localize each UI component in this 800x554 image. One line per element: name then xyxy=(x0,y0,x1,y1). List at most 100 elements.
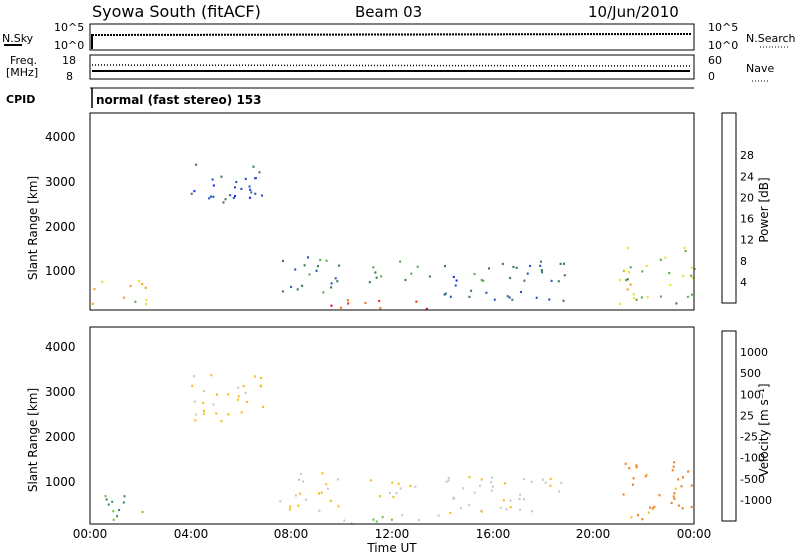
velocity-cell xyxy=(459,507,462,510)
cpid-panel: CPID normal (fast stereo) 153 xyxy=(6,87,694,108)
velocity-colorbar-tick: 1000 xyxy=(740,346,768,359)
velocity-cell xyxy=(503,482,506,485)
velocity-cell xyxy=(449,511,452,514)
velocity-cell xyxy=(670,501,673,505)
power-cell xyxy=(208,197,211,200)
velocity-cell xyxy=(558,490,561,493)
power-cell xyxy=(675,302,678,305)
velocity-cell xyxy=(215,393,218,396)
velocity-cell xyxy=(622,493,625,496)
nsky-tick-top: 10^5 xyxy=(54,21,84,34)
power-cell xyxy=(659,258,662,261)
velocity-cell xyxy=(519,508,522,511)
velocity-cell xyxy=(437,514,440,517)
nave-tick-top: 60 xyxy=(708,54,722,67)
power-cell xyxy=(444,292,447,295)
power-cell xyxy=(315,269,318,272)
velocity-cell xyxy=(191,384,194,387)
power-cell xyxy=(563,274,566,277)
velocity-cell xyxy=(414,485,417,488)
power-cell xyxy=(693,267,696,271)
velocity-cell xyxy=(672,495,675,498)
velocity-cell xyxy=(462,487,465,490)
power-cell xyxy=(682,275,685,278)
power-cell xyxy=(134,300,137,303)
xtick-12: 12:00 xyxy=(375,527,410,541)
velocity-cell xyxy=(123,495,126,498)
power-cell xyxy=(212,195,215,198)
freq-tick-top: 18 xyxy=(62,54,76,67)
power-cell xyxy=(145,299,148,302)
nsky-tick-bottom: 10^0 xyxy=(54,39,84,52)
power-cell xyxy=(559,262,562,265)
power-cell xyxy=(368,281,371,284)
power-colorbar-label: Power [dB] xyxy=(757,177,771,242)
velocity-cell xyxy=(651,507,654,510)
power-cell xyxy=(308,273,311,276)
cpid-text: normal (fast stereo) 153 xyxy=(96,93,262,107)
power-cell xyxy=(234,195,236,198)
power-cell xyxy=(234,186,236,189)
velocity-cell xyxy=(259,376,262,379)
power-cell xyxy=(322,291,325,294)
power-cell xyxy=(640,296,643,299)
power-cell xyxy=(535,296,538,299)
velocity-panel: 1000 2000 3000 4000 Slant Range [km] xyxy=(26,326,695,525)
velocity-cell xyxy=(687,470,690,473)
velocity-colorbar-tick: -500 xyxy=(740,473,765,486)
velocity-cell xyxy=(381,516,384,519)
velocity-colorbar-tick: 100 xyxy=(740,388,761,401)
x-axis-label: Time UT xyxy=(366,541,417,554)
velocity-cell xyxy=(518,498,521,501)
power-cell xyxy=(378,299,381,303)
power-cell xyxy=(626,278,629,281)
velocity-cell xyxy=(628,467,631,470)
velocity-ytick-3000: 3000 xyxy=(45,385,76,399)
power-cell xyxy=(244,177,247,180)
power-cell xyxy=(340,306,343,309)
velocity-cell xyxy=(297,504,300,507)
power-cell xyxy=(428,275,431,278)
velocity-cell xyxy=(480,510,483,513)
power-cell xyxy=(375,276,378,279)
nsky-label: N.Sky xyxy=(2,32,34,45)
velocity-cell xyxy=(298,492,301,495)
velocity-cell xyxy=(491,476,494,479)
power-cell xyxy=(668,272,671,275)
power-cell xyxy=(212,184,215,187)
power-cell xyxy=(258,171,261,174)
power-cell xyxy=(501,262,504,265)
velocity-cell xyxy=(397,482,400,485)
power-cell xyxy=(506,295,509,298)
velocity-cell xyxy=(632,477,635,480)
velocity-cell xyxy=(519,493,522,496)
power-cell xyxy=(645,264,648,267)
power-ytick-2000: 2000 xyxy=(45,220,76,234)
power-cell xyxy=(416,265,419,268)
velocity-cell xyxy=(326,487,329,490)
velocity-cell xyxy=(491,485,494,488)
power-cell xyxy=(454,284,457,287)
power-cell xyxy=(232,196,235,199)
power-cell xyxy=(379,307,382,310)
power-cell xyxy=(250,191,253,194)
velocity-cell xyxy=(210,374,213,377)
power-cell xyxy=(374,271,377,274)
power-cell xyxy=(480,278,483,282)
velocity-cell xyxy=(632,483,634,486)
power-cell xyxy=(410,272,413,275)
velocity-cell xyxy=(112,510,115,513)
power-cell xyxy=(347,302,350,305)
power-cell xyxy=(294,268,297,271)
velocity-cell xyxy=(203,389,206,392)
velocity-cell xyxy=(641,518,644,521)
power-cell xyxy=(493,298,496,301)
power-cell xyxy=(211,178,214,181)
power-cell xyxy=(623,269,626,272)
velocity-cell xyxy=(318,492,320,495)
power-cell xyxy=(415,300,418,303)
velocity-cell xyxy=(305,498,307,501)
power-cell xyxy=(240,187,243,190)
power-cell xyxy=(562,299,565,302)
power-cell xyxy=(224,198,227,201)
